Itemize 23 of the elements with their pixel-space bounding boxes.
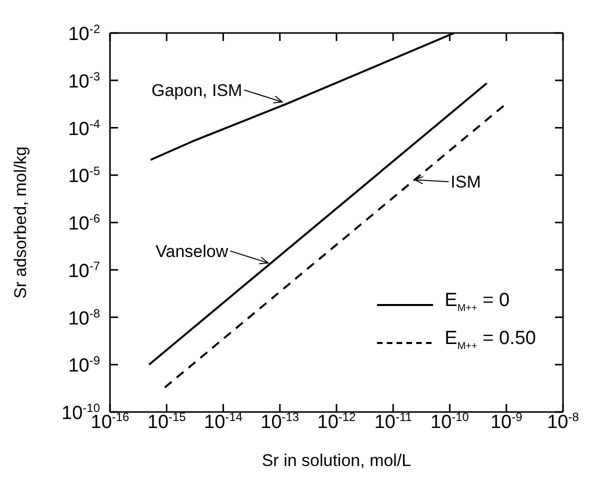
x-tick-label: 10$^{-9}$ <box>490 410 523 433</box>
annotation: ISM <box>450 172 481 192</box>
y-tick-label: 10$^{-9}$ <box>68 354 100 377</box>
y-tick-label: 10$^{-7}$ <box>68 258 100 282</box>
y-tick-label: 10$^{-5}$ <box>68 164 100 188</box>
annotation: Vanselow <box>156 242 229 261</box>
x-tick-label: 10$^{-14}$ <box>204 410 243 433</box>
x-tick-label: 10$^{-11}$ <box>374 410 412 433</box>
x-axis-title: Sr in solution, mol/L <box>262 451 412 470</box>
y-axis-title: Sr adsorbed, mol/kg <box>11 146 30 299</box>
y-tick-label: 10$^{-3}$ <box>68 69 100 92</box>
annotation: Gapon, ISM <box>152 80 242 100</box>
x-tick-label: 10$^{-15}$ <box>147 410 186 433</box>
x-tick-label: 10$^{-8}$ <box>547 410 580 433</box>
y-tick-label: 10$^{-6}$ <box>68 212 100 234</box>
y-tick-label: 10$^{-8}$ <box>68 306 100 330</box>
legend-label: E$_{M++}$ = 0 <box>444 290 510 314</box>
x-tick-label: 10$^{-12}$ <box>317 410 356 433</box>
legend-label: E$_{M++}$ = 0.50 <box>444 328 536 352</box>
x-tick-label: 10$^{-13}$ <box>260 410 300 433</box>
y-tick-label: 10$^{-4}$ <box>68 116 100 140</box>
y-tick-label: 10$^{-2}$ <box>68 22 100 45</box>
x-tick-label: 10$^{-10}$ <box>430 410 470 433</box>
